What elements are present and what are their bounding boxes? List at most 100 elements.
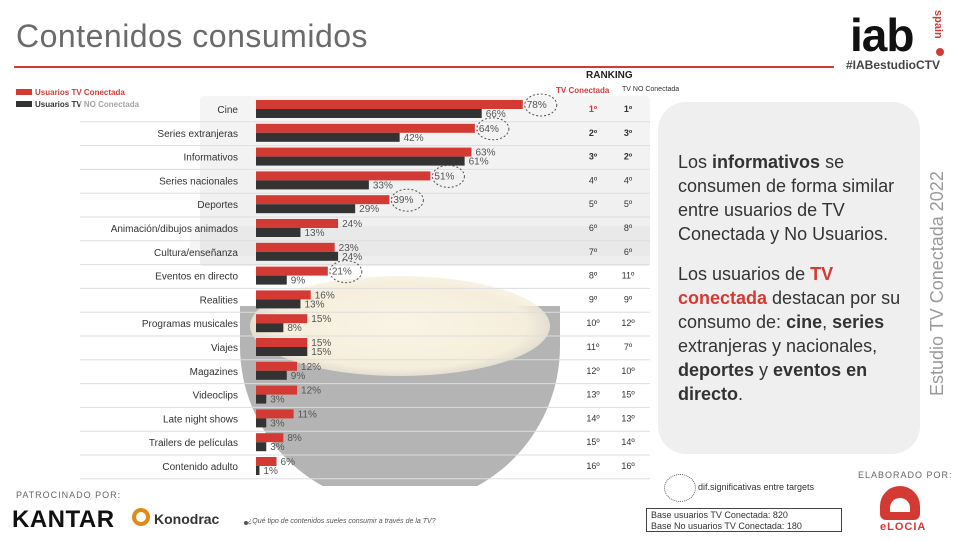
- data-label-not-connected: 9%: [291, 276, 306, 287]
- page-title: Contenidos consumidos: [16, 18, 369, 54]
- konodrac-logo: Konodrac: [154, 511, 220, 527]
- insight-text-part: destacan por su consumo de:: [678, 288, 901, 332]
- rank-connected: 3º: [589, 152, 598, 162]
- bar-not-connected: [256, 251, 339, 261]
- insight-text-part: se consumen de forma similar entre usuar…: [678, 152, 895, 244]
- bar-connected: [256, 385, 298, 395]
- insight-text-part: .: [738, 384, 744, 404]
- insight-text-part: y: [754, 360, 774, 380]
- data-label-not-connected: 66%: [486, 109, 506, 120]
- insight-highlight: eventos en directo: [678, 360, 868, 404]
- logo-brand: iab: [850, 9, 914, 61]
- rank-connected: 13º: [586, 390, 600, 400]
- rank-connected: 16º: [586, 461, 600, 471]
- bar-connected: [256, 433, 284, 443]
- elocia-logo: eLOCIA: [880, 521, 927, 533]
- data-label-connected: 64%: [479, 124, 499, 135]
- bar-connected: [256, 147, 472, 157]
- bar-not-connected: [256, 323, 284, 333]
- data-label-not-connected: 29%: [359, 204, 379, 215]
- bar-not-connected: [256, 228, 301, 237]
- data-label-not-connected: 8%: [287, 323, 302, 334]
- bar-connected: [256, 409, 294, 419]
- legend-label-connected: Usuarios TV Conectada: [35, 87, 125, 97]
- logo-hashtag: #IABestudioCTV: [846, 58, 941, 72]
- insight-highlight: deportes: [678, 360, 755, 380]
- significance-note: dif.significativas entre targets: [698, 482, 815, 492]
- data-label-connected: 24%: [342, 219, 362, 230]
- bar-not-connected: [256, 132, 400, 142]
- category-label: Cultura/enseñanza: [154, 248, 238, 259]
- category-label: Cine: [217, 105, 238, 116]
- rank-connected: 10º: [586, 318, 600, 328]
- category-label: Magazines: [190, 367, 238, 378]
- bar-not-connected: [256, 370, 287, 380]
- konodrac-logo-icon: [132, 508, 150, 526]
- data-label-connected: 39%: [393, 195, 413, 206]
- data-label-connected: 11%: [298, 409, 317, 420]
- data-label-not-connected: 61%: [469, 157, 489, 168]
- bar-not-connected: [256, 109, 482, 118]
- rank-not-connected: 5º: [624, 199, 633, 209]
- category-label: Deportes: [197, 200, 238, 211]
- rank-connected: 2º: [589, 128, 598, 138]
- significance-marker: [431, 164, 465, 188]
- data-label-connected: 21%: [332, 267, 352, 278]
- bar-connected: [256, 219, 339, 228]
- base-line-not-connected: Base No usuarios TV Conectada: 180: [651, 521, 802, 531]
- category-label: Videoclips: [193, 391, 238, 402]
- bar-connected: [256, 266, 328, 276]
- rank-not-connected: 9º: [624, 294, 633, 304]
- significance-marker: [329, 260, 363, 284]
- kantar-logo: KANTAR: [12, 506, 115, 533]
- bar-connected: [256, 242, 335, 252]
- bar-connected: [256, 314, 308, 324]
- bar-not-connected: [256, 418, 267, 428]
- insight-paragraph-1: Los informativos se consumen de forma si…: [678, 150, 914, 246]
- rank-not-connected: 1º: [624, 104, 633, 114]
- study-side-label: Estudio TV Conectada 2022: [927, 171, 947, 396]
- insight-text-part: ,: [822, 312, 833, 332]
- data-label-connected: 16%: [315, 290, 335, 301]
- bar-not-connected: [256, 466, 260, 475]
- sample-base-box: Base usuarios TV Conectada: 820 Base No …: [646, 508, 842, 532]
- bar-not-connected: [256, 299, 301, 309]
- bar-connected: [256, 123, 475, 133]
- rank-connected: 15º: [586, 437, 600, 447]
- ranking-title: RANKING: [586, 70, 633, 81]
- data-label-connected: 8%: [287, 433, 302, 444]
- data-label-connected: 12%: [301, 362, 321, 373]
- bar-connected: [256, 195, 390, 205]
- data-label-connected: 78%: [527, 100, 547, 111]
- rank-connected: 8º: [589, 271, 598, 281]
- data-label-connected: 63%: [475, 148, 495, 159]
- insight-paragraph-2: Los usuarios de TV conectada destacan po…: [678, 262, 914, 406]
- significance-marker: [390, 188, 424, 212]
- rank-connected: 6º: [589, 223, 598, 233]
- logo-dot: [936, 48, 944, 56]
- elaborado-label: ELABORADO POR:: [858, 470, 953, 480]
- bar-connected: [256, 100, 523, 109]
- data-label-connected: 12%: [301, 386, 321, 397]
- category-label: Viajes: [211, 343, 238, 354]
- category-label: Contenido adulto: [162, 462, 238, 473]
- rank-connected: 14º: [586, 413, 600, 423]
- category-label: Eventos en directo: [155, 272, 238, 283]
- bar-not-connected: [256, 442, 267, 452]
- category-label: Series extranjeras: [157, 129, 238, 140]
- bar-not-connected: [256, 347, 308, 356]
- category-label: Animación/dibujos animados: [111, 224, 238, 235]
- category-label: Informativos: [184, 153, 238, 164]
- category-label: Realities: [200, 295, 238, 306]
- insight-highlight-red: TV conectada: [678, 264, 834, 308]
- data-label-not-connected: 24%: [342, 252, 362, 263]
- bar-not-connected: [256, 180, 369, 190]
- logo-country: spain: [932, 10, 944, 39]
- rank-connected: 4º: [589, 175, 598, 185]
- legend-swatch-connected: [16, 89, 32, 95]
- ranking-header-connected: TV Conectada: [556, 86, 610, 95]
- sponsor-label: PATROCINADO POR:: [16, 490, 122, 500]
- significance-marker: [476, 117, 510, 141]
- rank-connected: 12º: [586, 366, 600, 376]
